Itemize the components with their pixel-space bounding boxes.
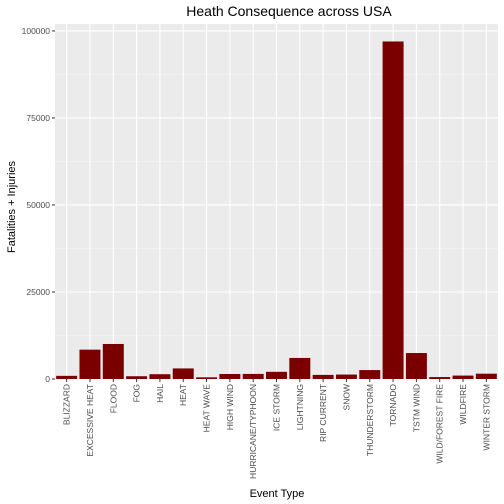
bar-2: [102, 343, 124, 379]
bar-13: [359, 370, 381, 379]
x-axis: BLIZZARD EXCESSIVE HEAT FLOOD FOG HAIL HEAT HE…: [62, 379, 491, 479]
bar-5: [172, 368, 194, 379]
bar-11: [312, 374, 334, 379]
x-tick-label: LIGHTNING: [295, 384, 305, 430]
x-tick-label: HAIL: [155, 384, 165, 403]
bar-18: [475, 373, 497, 379]
bar-14: [382, 41, 404, 380]
y-axis: 0 25000 50000 75000 100000: [22, 26, 55, 384]
bar-1: [79, 349, 101, 379]
x-tick-label: TSTM WIND: [411, 384, 421, 432]
x-tick-label: FOG: [132, 384, 142, 402]
chart-title: Heath Consequence across USA: [186, 3, 392, 19]
y-tick-label: 50000: [26, 200, 50, 210]
x-tick-label: HEAT: [178, 384, 188, 406]
bars: [56, 41, 497, 380]
bar-10: [289, 357, 311, 379]
x-tick-label: ICE STORM: [272, 384, 282, 431]
y-tick-label: 75000: [26, 113, 50, 123]
x-tick-label: SNOW: [341, 384, 351, 410]
x-tick-label: WILDFIRE: [458, 384, 468, 425]
bar-9: [266, 371, 287, 379]
x-tick-label: THUNDERSTORM: [365, 384, 375, 456]
x-tick-label: WINTER STORM: [481, 384, 491, 450]
x-axis-title: Event Type: [250, 488, 305, 500]
bar-12: [335, 374, 357, 379]
y-tick-label: 25000: [26, 287, 50, 297]
bar-0: [56, 375, 78, 379]
bar-8: [242, 373, 264, 379]
y-tick-label: 100000: [22, 26, 51, 36]
bar-17: [452, 375, 474, 379]
y-axis-title: Fatalities + Injuries: [6, 160, 18, 253]
x-tick-label: WILD/FOREST FIRE: [435, 384, 445, 464]
gridlines: [55, 24, 498, 380]
x-tick-label: TORNADO: [388, 384, 398, 427]
x-tick-label: HURRICANE/TYPHOON: [248, 384, 258, 479]
x-tick-label: RIP CURRENT: [318, 384, 328, 442]
x-tick-label: BLIZZARD: [62, 384, 72, 425]
bar-16: [429, 377, 451, 379]
bar-15: [405, 353, 427, 379]
x-tick-label: FLOOD: [108, 384, 118, 413]
x-tick-label: HEAT WAVE: [202, 384, 212, 433]
bar-4: [149, 374, 171, 379]
y-tick-label: 0: [45, 374, 50, 384]
bar-7: [219, 373, 241, 379]
bar-3: [126, 376, 148, 379]
x-tick-label: HIGH WIND: [225, 384, 235, 430]
bar-6: [196, 377, 218, 379]
x-tick-label: EXCESSIVE HEAT: [85, 384, 95, 457]
